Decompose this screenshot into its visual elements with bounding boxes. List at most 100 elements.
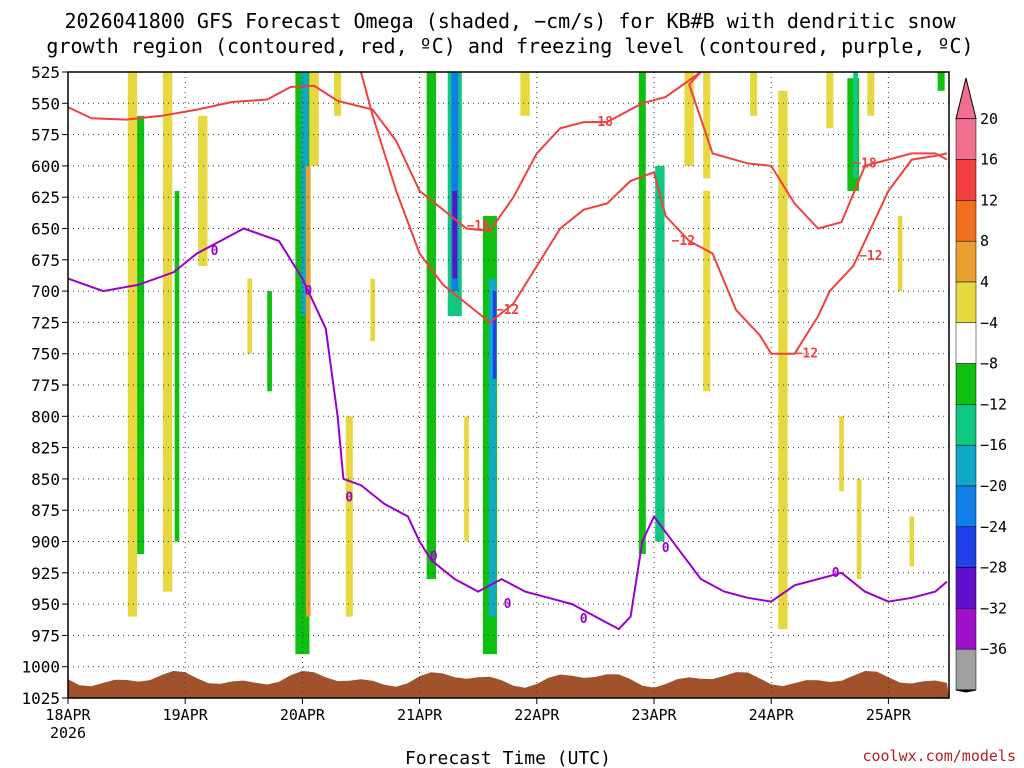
- colorbar-swatch-0: [955, 118, 977, 160]
- omega-shade-24: [655, 165, 665, 542]
- dgz-contour-1-label-2: −12: [795, 347, 818, 362]
- omega-shade-35: [856, 478, 862, 580]
- omega-shade-21: [520, 72, 530, 116]
- colorbar-bottom-arrow: [955, 689, 977, 693]
- x-tick-label-0: 18APR: [45, 706, 91, 724]
- dgz-contour-1: [360, 71, 948, 355]
- dgz-contour-0: [67, 71, 948, 233]
- dgz-contour-1-label-3: −12: [859, 249, 882, 264]
- freezing-contour-label-7: 0: [832, 566, 840, 581]
- y-tick-label-15: 900: [31, 533, 60, 552]
- omega-shade-5: [247, 278, 253, 354]
- omega-shade-16: [451, 72, 459, 292]
- x-tick-label-2: 20APR: [280, 706, 326, 724]
- omega-shade-38: [937, 72, 945, 91]
- colorbar-label-9: −20: [980, 477, 1007, 495]
- omega-shade-28: [750, 72, 758, 116]
- colorbar-label-7: −12: [980, 395, 1007, 413]
- colorbar-swatch-7: [955, 404, 977, 446]
- omega-shade-30: [826, 72, 834, 129]
- omega-shade-6: [267, 291, 272, 392]
- colorbar-swatch-6: [955, 363, 977, 405]
- omega-shade-2: [162, 72, 173, 592]
- y-tick-label-14: 875: [31, 501, 60, 520]
- colorbar-swatch-4: [955, 281, 977, 324]
- y-tick-label-12: 825: [31, 439, 60, 458]
- freezing-contour-label-1: 0: [304, 284, 312, 299]
- omega-shade-3: [174, 190, 180, 542]
- colorbar-top-arrow: [955, 77, 977, 120]
- freezing-contour-label-0: 0: [211, 244, 219, 259]
- x-year-label: 2026: [50, 724, 86, 742]
- dgz-contour-1-label-0: −12: [496, 303, 519, 318]
- omega-shade-27: [703, 190, 711, 392]
- y-tick-label-13: 850: [31, 470, 60, 489]
- y-tick-label-16: 925: [31, 564, 60, 583]
- y-tick-label-9: 750: [31, 345, 60, 364]
- colorbar-swatch-3: [955, 240, 977, 283]
- colorbar-label-3: 8: [980, 232, 989, 250]
- dgz-contour-0-label-0: −18: [466, 219, 490, 234]
- colorbar-swatch-9: [955, 485, 977, 528]
- colorbar-swatch-11: [955, 567, 977, 609]
- omega-shade-13: [370, 278, 376, 342]
- x-axis: 18APR 19APR 20APR 21APR 22APR 23APR 24APR 25APR…: [45, 698, 912, 742]
- colorbar-label-8: −16: [980, 436, 1007, 454]
- colorbar-label-4: 4: [980, 273, 989, 291]
- y-tick-label-8: 725: [31, 313, 60, 332]
- omega-shade-36: [897, 215, 903, 292]
- dgz-contour-0-label-2: −18: [853, 156, 877, 171]
- y-tick-label-10: 775: [31, 376, 60, 395]
- omega-shade-32: [853, 72, 858, 179]
- dgz-contour-1-label-1: −12: [672, 234, 695, 249]
- freezing-contour-label-4: 0: [504, 597, 512, 612]
- y-tick-label-3: 600: [31, 157, 60, 176]
- omega-shade-17: [452, 190, 458, 279]
- y-tick-label-4: 625: [31, 188, 60, 207]
- omega-shade-33: [867, 72, 875, 116]
- y-tick-label-5: 650: [31, 220, 60, 239]
- colorbar-swatch-10: [955, 526, 977, 568]
- omega-shade-11: [334, 72, 342, 116]
- omega-shade-12: [345, 416, 353, 617]
- colorbar-swatch-13: [955, 648, 977, 691]
- colorbar-label-12: −32: [980, 599, 1007, 617]
- colorbar-label-5: −4: [980, 314, 998, 332]
- freezing-contour-label-6: 0: [662, 541, 670, 556]
- omega-shade-19: [488, 278, 496, 617]
- colorbar: 20 16 12 8 4 −4 −8 −12 −16 −20 −24 −28 −32 −36: [955, 77, 1007, 693]
- x-tick-label-4: 22APR: [514, 706, 560, 724]
- freezing-contour-label-3: 0: [430, 550, 438, 565]
- chart-title-line-2: growth region (contoured, red, ºC) and f…: [46, 34, 973, 58]
- freezing-contour-label-2: 0: [345, 491, 353, 506]
- omega-shade-0: [127, 72, 138, 617]
- omega-shade-26: [703, 72, 711, 179]
- y-tick-label-19: 1000: [21, 658, 60, 677]
- colorbar-label-11: −28: [980, 559, 1007, 577]
- omega-shade-25: [684, 72, 694, 166]
- omega-shade-4: [198, 115, 208, 267]
- colorbar-swatch-5: [955, 322, 977, 364]
- colorbar-label-0: 20: [980, 110, 998, 128]
- y-tick-label-11: 800: [31, 407, 60, 426]
- y-tick-label-2: 575: [31, 126, 60, 145]
- omega-shade-14: [426, 72, 437, 580]
- dgz-contour-0-label-1: −18: [590, 115, 614, 130]
- freezing-contour-label-5: 0: [580, 612, 588, 627]
- x-tick-label-5: 23APR: [631, 706, 677, 724]
- omega-shade-20: [492, 291, 497, 379]
- terrain-band: [68, 670, 949, 698]
- omega-shade-1: [137, 115, 145, 555]
- colorbar-label-6: −8: [980, 355, 998, 373]
- colorbar-label-2: 12: [980, 191, 998, 209]
- omega-shade-23: [638, 72, 646, 555]
- credit-text: coolwx.com/models: [862, 747, 1016, 765]
- x-tick-label-3: 21APR: [397, 706, 443, 724]
- omega-shade-22: [464, 416, 469, 542]
- x-tick-label-1: 19APR: [163, 706, 209, 724]
- y-tick-label-6: 675: [31, 251, 60, 270]
- x-axis-label: Forecast Time (UTC): [405, 748, 611, 768]
- omega-shade-37: [909, 516, 915, 567]
- y-tick-label-20: 1025: [21, 689, 60, 708]
